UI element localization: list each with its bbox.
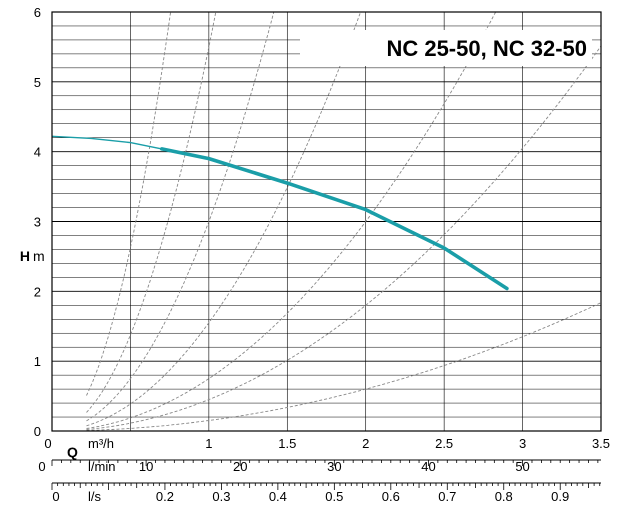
title-background — [300, 30, 592, 66]
unit-m3h: m³/h — [88, 436, 114, 451]
unit-lmin: l/min — [88, 459, 115, 474]
x-tick-label-lmin: 40 — [421, 459, 435, 474]
pump-curve-extension — [51, 135, 162, 150]
x-tick-label-ls: 0.8 — [495, 489, 513, 504]
x-tick-label-ls: 0.5 — [325, 489, 343, 504]
x-tick-label-m3h: 3 — [519, 436, 526, 451]
x-axis-label-q: Q — [67, 444, 78, 460]
y-tick-label: 6 — [34, 5, 41, 20]
x-tick-label-ls: 0.2 — [156, 489, 174, 504]
x-tick-label-m3h: 1.5 — [278, 436, 296, 451]
system-curve — [86, 11, 275, 422]
axes: 0 1 2 3 4 5 6 0 1 1.5 2 2.5 3 3.5 0 10 20 30 40 50 0 0.2 0.3 0.… — [34, 5, 610, 504]
x-tick-label-ls: 0.9 — [551, 489, 569, 504]
x-tick-label-m3h: 1 — [205, 436, 212, 451]
x-tick-label-m3h: 3.5 — [592, 436, 610, 451]
x-tick-label-ls: 0.3 — [212, 489, 230, 504]
system-curves — [86, 11, 602, 431]
y-axis-label-h: H — [20, 248, 30, 264]
pump-curve — [51, 135, 509, 291]
y-tick-label: 5 — [34, 75, 41, 90]
y-tick-label: 3 — [34, 215, 41, 230]
x-tick-label-m3h: 2 — [362, 436, 369, 451]
plot-frame — [51, 11, 602, 432]
system-curve — [86, 11, 172, 396]
x-tick-label-lmin: 20 — [233, 459, 247, 474]
x-tick-label-ls: 0.4 — [269, 489, 287, 504]
y-tick-label: 2 — [34, 284, 41, 299]
system-curve — [86, 11, 362, 427]
grid — [52, 12, 601, 431]
x-tick-label-lmin: 10 — [139, 459, 153, 474]
system-curve — [86, 45, 602, 430]
x-tick-label-lmin: 30 — [327, 459, 341, 474]
y-axis-label-unit: m — [33, 248, 45, 264]
x-tick-label-ls: 0.7 — [438, 489, 456, 504]
pump-curve-operating — [160, 147, 509, 291]
unit-ls: l/s — [88, 489, 102, 504]
system-curve — [86, 11, 497, 429]
x-tick-label-m3h: 2.5 — [435, 436, 453, 451]
x-tick-label-lmin: 0 — [38, 459, 45, 474]
y-tick-label: 4 — [34, 145, 41, 160]
x-tick-label-ls: 0 — [52, 489, 59, 504]
chart-title: NC 25-50, NC 32-50 — [386, 36, 587, 61]
x-tick-label-lmin: 50 — [515, 459, 529, 474]
plot-border — [51, 11, 602, 432]
x-tick-label-ls: 0.6 — [382, 489, 400, 504]
system-curve — [86, 302, 602, 431]
y-tick-label: 0 — [34, 424, 41, 439]
x-tick-label-m3h: 0 — [44, 436, 51, 451]
y-tick-label: 1 — [34, 354, 41, 369]
